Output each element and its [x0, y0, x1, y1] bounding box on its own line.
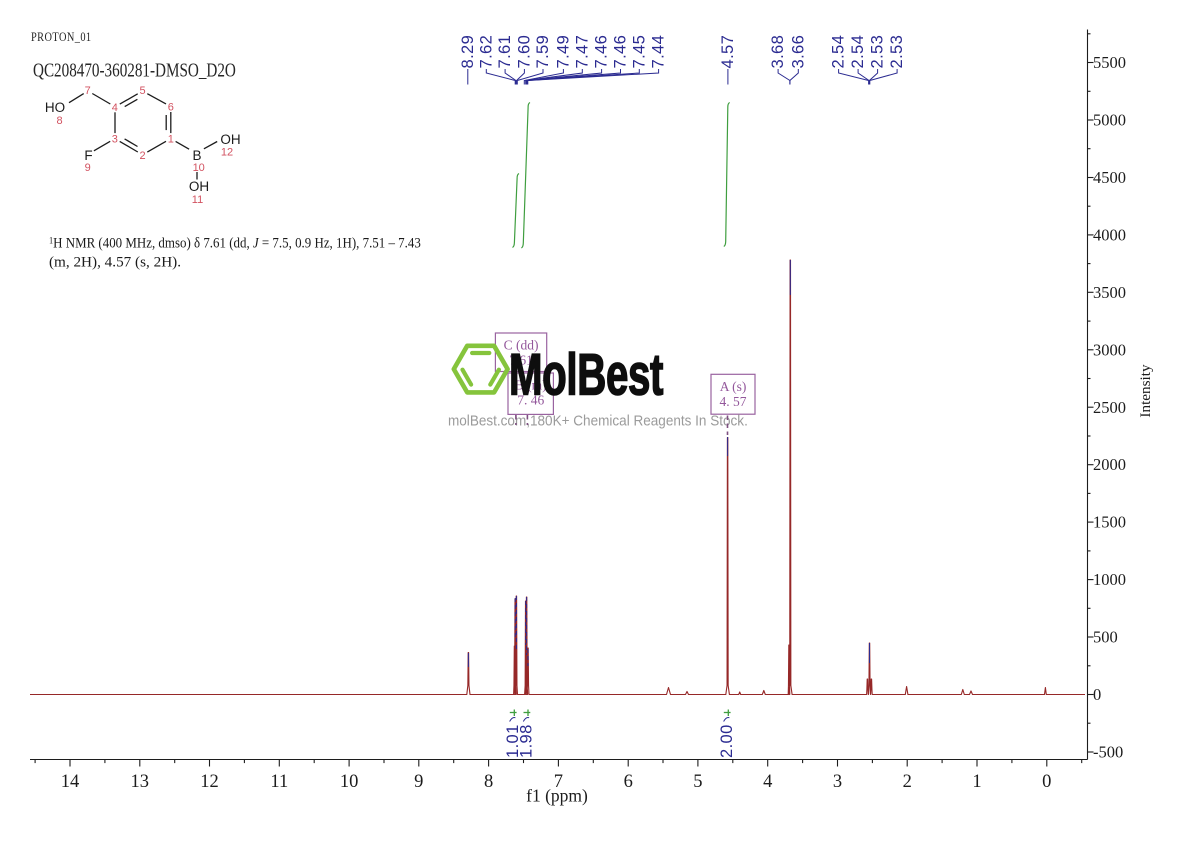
svg-text:3: 3: [112, 134, 118, 146]
svg-text:2000: 2000: [1093, 455, 1126, 474]
svg-text:1500: 1500: [1093, 513, 1126, 532]
svg-text:HO: HO: [45, 100, 65, 115]
svg-text:1.01: 1.01: [504, 724, 522, 758]
svg-text:5500: 5500: [1093, 53, 1126, 72]
svg-text:1000: 1000: [1093, 570, 1126, 589]
svg-text:2.00: 2.00: [718, 724, 736, 758]
svg-text:6: 6: [624, 772, 633, 792]
svg-text:6: 6: [168, 102, 174, 114]
svg-text:3500: 3500: [1093, 283, 1126, 302]
svg-text:1: 1: [972, 772, 981, 792]
svg-text:B: B: [192, 148, 201, 163]
svg-text:7.61: 7.61: [496, 35, 514, 69]
svg-text:10: 10: [340, 772, 359, 792]
svg-text:3.66: 3.66: [789, 35, 807, 69]
svg-text:2: 2: [903, 772, 912, 792]
svg-text:7.47: 7.47: [573, 35, 591, 69]
svg-text:PROTON_01: PROTON_01: [31, 31, 92, 44]
svg-text:7.60: 7.60: [515, 35, 533, 69]
svg-text:B (m): B (m): [515, 378, 547, 393]
svg-text:11: 11: [270, 772, 288, 792]
svg-text:MolBest: MolBest: [509, 342, 664, 407]
svg-text:12: 12: [200, 772, 219, 792]
svg-text:OH: OH: [189, 179, 209, 194]
svg-text:molBest.com,180K+ Chemical Rea: molBest.com,180K+ Chemical Reagents In S…: [448, 412, 748, 429]
svg-text:f1 (ppm): f1 (ppm): [526, 786, 588, 806]
svg-text:7: 7: [85, 85, 91, 97]
svg-text:2: 2: [139, 150, 145, 162]
svg-text:2.54: 2.54: [849, 35, 867, 69]
svg-text:0: 0: [1042, 772, 1051, 792]
svg-text:7: 7: [554, 772, 563, 792]
svg-text:7.62: 7.62: [477, 35, 495, 69]
svg-text:9: 9: [414, 772, 423, 792]
svg-text:Intensity: Intensity: [1137, 364, 1154, 418]
svg-text:8.29: 8.29: [459, 35, 477, 69]
svg-text:4.57: 4.57: [719, 35, 737, 69]
svg-text:4500: 4500: [1093, 168, 1126, 187]
svg-text:7.49: 7.49: [554, 35, 572, 69]
svg-text:7.46: 7.46: [593, 35, 611, 69]
svg-text:3: 3: [833, 772, 842, 792]
svg-text:2.54: 2.54: [830, 35, 848, 69]
svg-text:1H NMR (400 MHz, dmso) δ 7.61: 1H NMR (400 MHz, dmso) δ 7.61 (dd, J = 7…: [49, 235, 421, 252]
svg-text:12: 12: [221, 147, 233, 159]
svg-text:7.45: 7.45: [630, 35, 648, 69]
svg-text:OH: OH: [220, 132, 240, 147]
svg-text:14: 14: [61, 772, 80, 792]
svg-text:500: 500: [1093, 628, 1118, 647]
svg-text:4000: 4000: [1093, 225, 1126, 244]
svg-text:8: 8: [484, 772, 493, 792]
svg-text:C (dd): C (dd): [504, 338, 539, 353]
svg-text:10: 10: [193, 162, 205, 174]
svg-text:-500: -500: [1093, 743, 1123, 762]
svg-text:3.68: 3.68: [769, 35, 787, 69]
svg-text:13: 13: [131, 772, 150, 792]
svg-text:7.59: 7.59: [534, 35, 552, 69]
svg-text:1: 1: [168, 134, 174, 146]
svg-text:3000: 3000: [1093, 340, 1126, 359]
svg-text:7.44: 7.44: [650, 35, 668, 69]
svg-text:1.98: 1.98: [518, 724, 536, 758]
svg-text:A (s): A (s): [720, 379, 747, 394]
svg-text:4: 4: [763, 772, 772, 792]
svg-text:(m, 2H), 4.57 (s, 2H).: (m, 2H), 4.57 (s, 2H).: [49, 254, 181, 271]
svg-text:2.53: 2.53: [869, 35, 887, 69]
svg-text:4: 4: [112, 102, 118, 114]
svg-text:7. 46: 7. 46: [517, 393, 544, 408]
svg-text:0: 0: [1093, 685, 1101, 704]
svg-text:2.53: 2.53: [888, 35, 906, 69]
svg-text:8: 8: [56, 115, 62, 127]
svg-text:5000: 5000: [1093, 111, 1126, 130]
svg-text:7.46: 7.46: [612, 35, 630, 69]
svg-text:11: 11: [192, 194, 203, 206]
svg-text:5: 5: [139, 85, 145, 97]
svg-text:2500: 2500: [1093, 398, 1126, 417]
svg-text:9: 9: [85, 162, 91, 174]
svg-text:4. 57: 4. 57: [720, 394, 747, 409]
svg-text:QC208470-360281-DMSO_D2O: QC208470-360281-DMSO_D2O: [33, 58, 236, 81]
svg-text:5: 5: [693, 772, 702, 792]
svg-text:F: F: [84, 148, 92, 163]
svg-text:7.61: 7.61: [509, 353, 533, 368]
